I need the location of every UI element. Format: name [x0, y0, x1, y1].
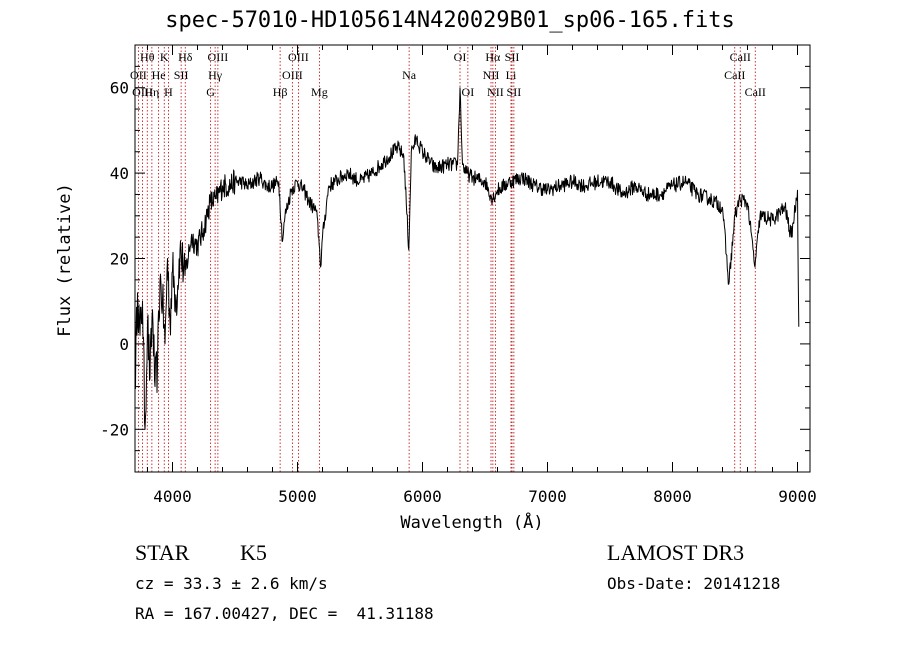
y-tick-label: 0	[119, 335, 129, 354]
y-axis-ticks: -20 0 20 40 60	[100, 44, 810, 473]
line-label: Hα	[485, 50, 501, 64]
line-label: Hθ	[140, 50, 155, 64]
x-axis-ticks: 4000 5000 6000 7000 8000 9000	[147, 45, 817, 506]
line-label: OII	[130, 68, 147, 82]
spectrum-layer	[134, 87, 800, 430]
y-tick-label: 20	[110, 250, 129, 269]
line-label: CaII	[745, 85, 766, 99]
line-label: H	[164, 85, 173, 99]
line-label: NII	[483, 68, 500, 82]
line-label: Hγ	[208, 68, 223, 82]
y-tick-label: 40	[110, 164, 129, 183]
line-label: SII	[507, 85, 522, 99]
x-tick-label: 5000	[278, 487, 317, 506]
line-label: Na	[402, 68, 417, 82]
line-label: CaII	[724, 68, 745, 82]
x-tick-label: 6000	[403, 487, 442, 506]
survey-name: LAMOST DR3	[607, 540, 745, 565]
y-tick-label: 60	[110, 79, 129, 98]
y-tick-label: -20	[100, 420, 129, 439]
x-axis-label: Wavelength (Å)	[400, 511, 543, 533]
line-label: Hη	[144, 85, 159, 99]
line-label: Hδ	[178, 50, 193, 64]
line-label: OIII	[282, 68, 303, 82]
line-label: OI	[454, 50, 467, 64]
line-label: K	[160, 50, 169, 64]
x-tick-label: 9000	[778, 487, 817, 506]
line-label: OIII	[288, 50, 309, 64]
line-label: OI	[462, 85, 475, 99]
line-label: SII	[505, 50, 520, 64]
line-label: Mg	[311, 85, 328, 99]
line-label: OIII	[132, 85, 153, 99]
spectrum-line	[134, 87, 800, 430]
object-subclass: K5	[240, 540, 267, 565]
line-label: OIII	[208, 50, 229, 64]
line-label: CaII	[730, 50, 751, 64]
line-label: G	[206, 85, 215, 99]
x-tick-label: 4000	[153, 487, 192, 506]
y-axis-label: Flux (relative)	[55, 183, 75, 337]
line-label: He	[152, 68, 166, 82]
line-label: NII	[487, 85, 504, 99]
object-type: STAR	[135, 540, 190, 565]
line-label: SII	[174, 68, 189, 82]
x-tick-label: 8000	[653, 487, 692, 506]
emission-line-markers	[137, 47, 756, 472]
plot-frame	[134, 44, 811, 473]
line-label: Li	[506, 68, 517, 82]
observation-date: Obs-Date: 20141218	[607, 574, 781, 593]
redshift-info: cz = 33.3 ± 2.6 km/s	[135, 574, 328, 593]
x-tick-label: 7000	[528, 487, 567, 506]
coordinates: RA = 167.00427, DEC = 41.31188	[135, 604, 434, 623]
chart-title: spec-57010-HD105614N420029B01_sp06-165.f…	[165, 8, 735, 33]
line-label: Hβ	[273, 85, 288, 99]
